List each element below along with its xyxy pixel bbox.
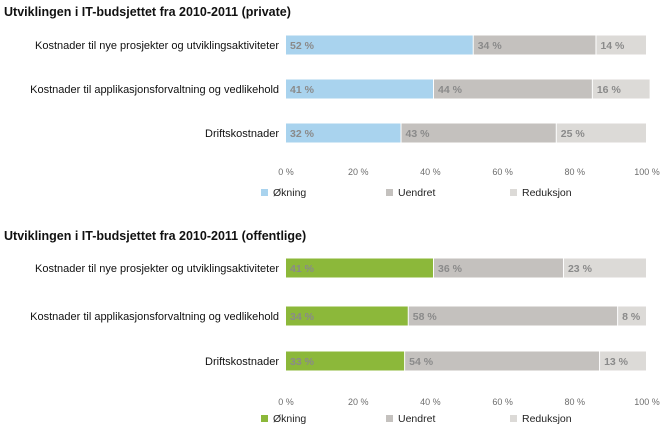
- legend-swatch: [261, 415, 268, 422]
- chart-title: Utviklingen i IT-budsjettet fra 2010-201…: [4, 229, 306, 243]
- bar-segment: [600, 351, 646, 371]
- data-label: 32 %: [290, 128, 315, 140]
- data-label: 34 %: [290, 311, 315, 323]
- legend-entry: Uendret: [398, 413, 435, 425]
- tick-label: 0 %: [278, 397, 294, 407]
- legend-entry: Økning: [273, 413, 306, 425]
- bar-segment: [405, 351, 600, 371]
- data-label: 14 %: [600, 40, 625, 52]
- data-label: 43 %: [406, 128, 431, 140]
- data-label: 41 %: [290, 263, 315, 275]
- category-label: Kostnader til applikasjonsforvaltning og…: [30, 84, 279, 96]
- data-label: 58 %: [413, 311, 438, 323]
- legend: Økning Uendret Reduksjon: [261, 413, 572, 425]
- tick-label: 100 %: [634, 167, 660, 177]
- bar-segment: [473, 35, 596, 55]
- bar-segment: [286, 258, 434, 278]
- data-label: 52 %: [290, 40, 315, 52]
- data-label: 16 %: [597, 84, 622, 96]
- tick-label: 60 %: [492, 167, 513, 177]
- legend-swatch: [510, 189, 517, 196]
- chart-title: Utviklingen i IT-budsjettet fra 2010-201…: [4, 5, 291, 19]
- category-label: Kostnader til nye prosjekter og utviklin…: [35, 40, 279, 52]
- legend-entry: Reduksjon: [522, 413, 572, 425]
- chart-private: Utviklingen i IT-budsjettet fra 2010-201…: [4, 5, 660, 199]
- bar-segment: [286, 79, 434, 99]
- chart-public: Utviklingen i IT-budsjettet fra 2010-201…: [4, 229, 660, 425]
- category-label: Kostnader til applikasjonsforvaltning og…: [30, 311, 279, 323]
- legend-swatch: [510, 415, 517, 422]
- bar-segment: [286, 306, 408, 326]
- tick-label: 80 %: [565, 397, 586, 407]
- legend-swatch: [386, 189, 393, 196]
- bar-segment: [563, 258, 646, 278]
- legend: Økning Uendret Reduksjon: [261, 187, 572, 199]
- legend-entry: Uendret: [398, 187, 435, 199]
- tick-label: 20 %: [348, 167, 369, 177]
- data-label: 8 %: [622, 311, 641, 323]
- legend-entry: Reduksjon: [522, 187, 572, 199]
- data-label: 36 %: [438, 263, 463, 275]
- tick-label: 80 %: [565, 167, 586, 177]
- bar-segment: [596, 35, 646, 55]
- bar-segment: [592, 79, 650, 99]
- bar-segment: [286, 351, 405, 371]
- bar-segment: [286, 35, 473, 55]
- category-label: Driftskostnader: [205, 128, 279, 140]
- bar-segment: [434, 258, 563, 278]
- tick-label: 40 %: [420, 397, 441, 407]
- data-label: 41 %: [290, 84, 315, 96]
- legend-swatch: [386, 415, 393, 422]
- bar-segment: [408, 306, 618, 326]
- data-label: 13 %: [604, 356, 629, 368]
- category-label: Kostnader til nye prosjekter og utviklin…: [35, 263, 279, 275]
- bar-segment: [556, 123, 646, 143]
- bar-segment: [401, 123, 556, 143]
- data-label: 33 %: [290, 356, 315, 368]
- bar-segment: [618, 306, 646, 326]
- data-label: 23 %: [568, 263, 593, 275]
- tick-label: 100 %: [634, 397, 660, 407]
- bar-segment: [434, 79, 592, 99]
- tick-label: 20 %: [348, 397, 369, 407]
- legend-swatch: [261, 189, 268, 196]
- data-label: 25 %: [561, 128, 586, 140]
- tick-label: 60 %: [492, 397, 513, 407]
- tick-label: 40 %: [420, 167, 441, 177]
- bar-segment: [286, 123, 401, 143]
- data-label: 44 %: [438, 84, 463, 96]
- tick-label: 0 %: [278, 167, 294, 177]
- data-label: 34 %: [478, 40, 503, 52]
- category-label: Driftskostnader: [205, 356, 279, 368]
- data-label: 54 %: [409, 356, 434, 368]
- legend-entry: Økning: [273, 187, 306, 199]
